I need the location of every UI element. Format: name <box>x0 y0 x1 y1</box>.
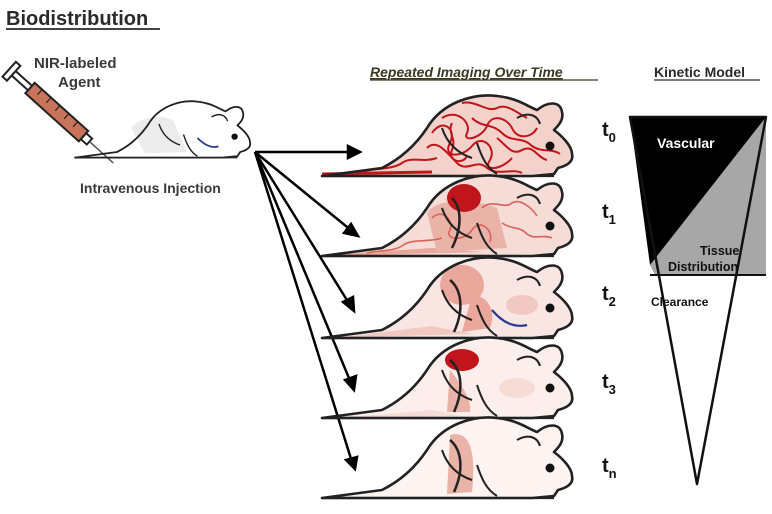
arrow-tn <box>253 151 354 463</box>
timepoint-t1: t1 <box>602 201 616 227</box>
arrow-head-t0 <box>346 143 363 161</box>
arrow-head-t1 <box>341 221 361 238</box>
timepoint-tn: tn <box>602 455 617 481</box>
mouse-tn <box>320 416 574 500</box>
kinetic-model: Vascular Tissue Distribution Clearance <box>628 115 768 486</box>
syringe-icon <box>1 60 114 164</box>
arrow-head-t3 <box>342 374 358 393</box>
vascular-label: Vascular <box>657 135 715 151</box>
mouse-t2 <box>320 256 574 340</box>
timepoint-t0: t0 <box>602 119 616 145</box>
mouse-t3 <box>320 336 574 420</box>
tissue-label-line1: Tissue <box>700 244 739 258</box>
arrow-t1 <box>254 151 353 232</box>
mouse-t1 <box>320 174 574 258</box>
agent-label-line2: Agent <box>58 74 101 91</box>
arrow-head-t2 <box>340 295 356 314</box>
tissue-region <box>650 117 766 275</box>
vascular-region <box>630 117 766 265</box>
fan-arrows <box>253 143 363 472</box>
arrow-t2 <box>253 151 352 306</box>
repeated-imaging-header: Repeated Imaging Over Time <box>370 64 563 80</box>
arrow-head-tn <box>343 455 359 472</box>
injection-label: Intravenous Injection <box>80 180 221 196</box>
timepoint-labels: t0 t1 t2 t3 tn <box>602 119 617 481</box>
mouse-t0 <box>320 94 574 178</box>
kinetic-model-header: Kinetic Model <box>654 64 745 80</box>
page-title: Biodistribution <box>6 8 148 30</box>
tissue-label-line2: Distribution <box>668 260 738 274</box>
arrow-t3 <box>253 151 353 384</box>
timepoint-t3: t3 <box>602 371 616 397</box>
injection-mouse <box>74 100 252 159</box>
agent-label-line1: NIR-labeled <box>34 55 117 72</box>
timepoint-t2: t2 <box>602 283 616 309</box>
funnel-outline <box>628 115 768 486</box>
clearance-label: Clearance <box>651 295 709 309</box>
